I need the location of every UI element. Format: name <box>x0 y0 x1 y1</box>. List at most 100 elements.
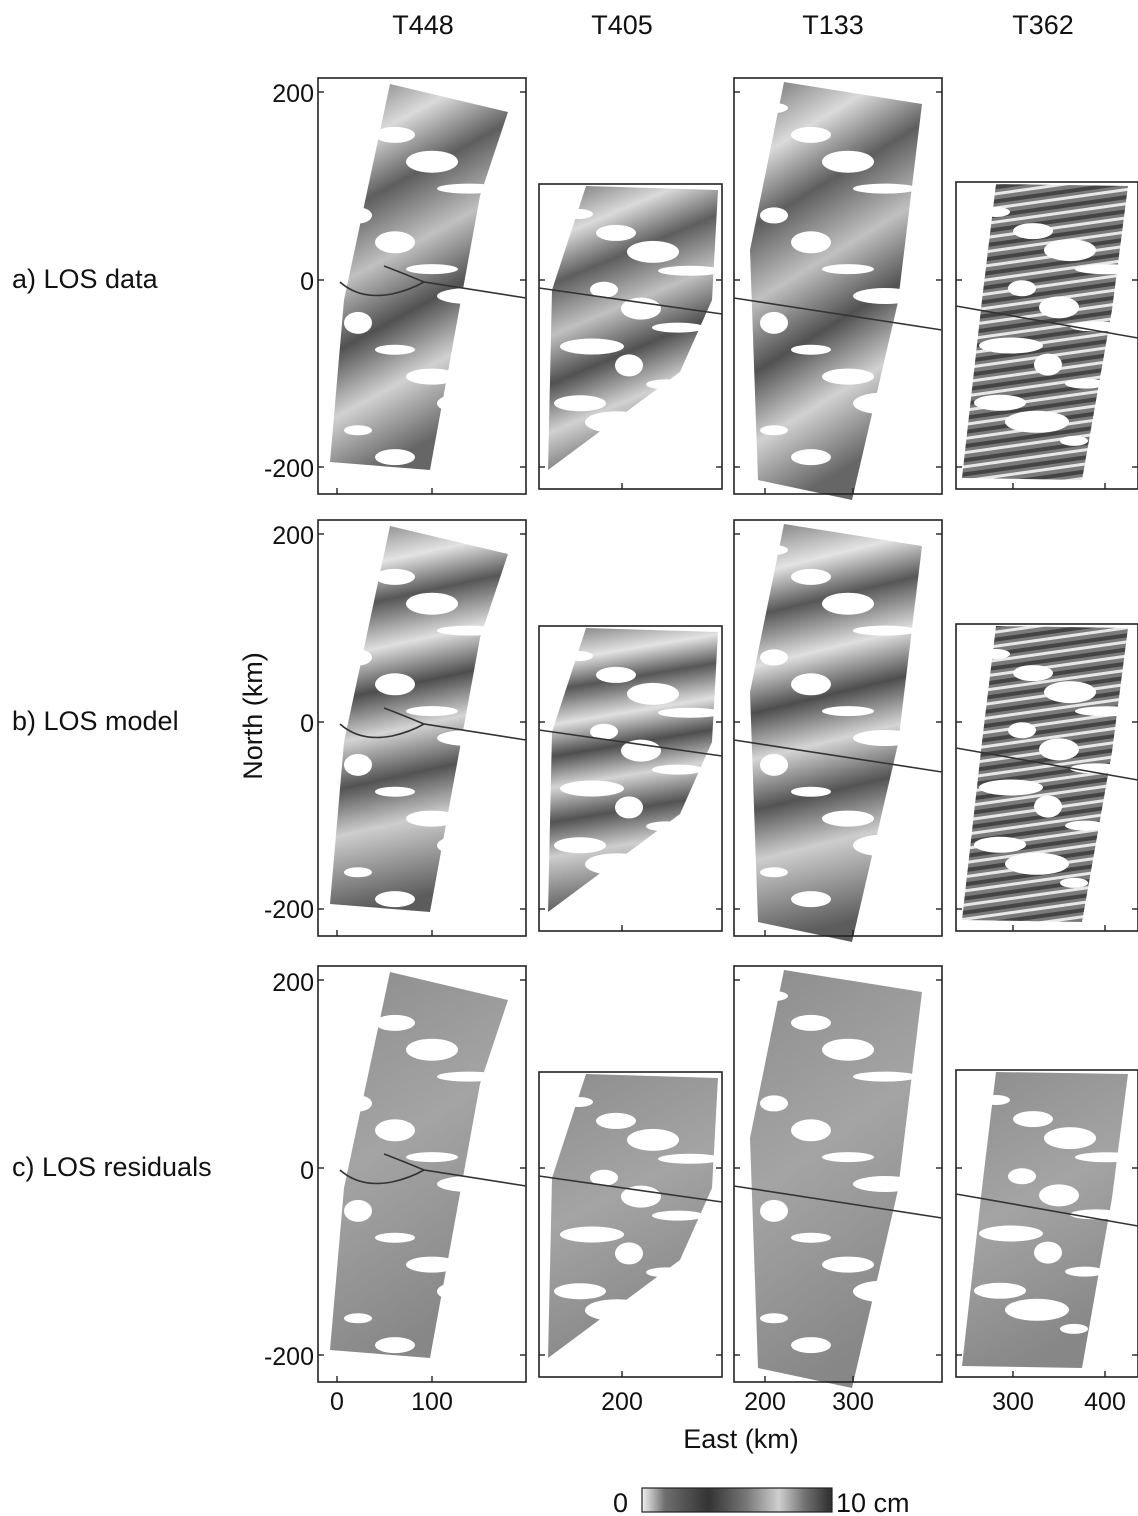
column-header-t362: T362 <box>1012 10 1074 40</box>
data-gap <box>760 207 788 224</box>
panel-frame <box>538 1071 723 1378</box>
data-gap <box>406 150 458 173</box>
data-gap <box>646 1267 686 1278</box>
data-gap <box>822 592 874 615</box>
data-gap <box>853 392 917 415</box>
data-gap <box>1044 239 1096 262</box>
data-gap <box>596 1112 636 1129</box>
data-gap <box>1044 681 1096 704</box>
data-gap <box>1013 1111 1053 1128</box>
data-gap <box>979 337 1043 354</box>
panel-model-t362 <box>955 623 1138 932</box>
x-tick-label-t362-400: 400 <box>1084 1388 1126 1416</box>
data-gap <box>615 354 643 377</box>
data-gap <box>437 625 501 636</box>
row-label-los-residuals: c) LOS residuals <box>12 1152 212 1182</box>
insar-swath <box>330 972 508 1358</box>
y-tick-label-row1-neg200: -200 <box>264 455 314 483</box>
fault-trace <box>733 739 943 773</box>
data-gap <box>560 1226 624 1243</box>
data-gap <box>1008 722 1036 739</box>
panel-frame <box>955 623 1138 932</box>
data-gap <box>344 1199 372 1222</box>
data-gap <box>615 796 643 819</box>
data-gap <box>979 779 1043 796</box>
data-gap <box>1008 1168 1036 1185</box>
data-gap <box>652 322 704 333</box>
data-gap <box>1005 410 1069 433</box>
fault-trace <box>383 265 425 283</box>
data-gap <box>406 592 458 615</box>
data-gap <box>1060 877 1088 888</box>
data-gap <box>375 449 415 466</box>
panel-residuals-t362 <box>955 1069 1138 1378</box>
data-gap <box>437 392 501 415</box>
data-gap <box>554 837 606 854</box>
y-tick-label-row3-neg200: -200 <box>264 1343 314 1371</box>
data-gap <box>585 1299 649 1322</box>
data-gap <box>437 1071 501 1082</box>
data-gap <box>585 411 649 434</box>
data-gap <box>585 853 649 876</box>
data-gap <box>974 1282 1026 1299</box>
panel-frame <box>733 77 943 495</box>
data-gap <box>853 1280 917 1303</box>
data-gap <box>822 368 874 385</box>
data-gap <box>590 1169 618 1186</box>
data-gap <box>1075 706 1138 717</box>
x-tick-label-t448-100: 100 <box>411 1388 453 1416</box>
fault-trace <box>339 1169 527 1187</box>
data-gap <box>982 649 1010 659</box>
y-axis-label: North (km) <box>238 652 268 780</box>
data-gap <box>406 264 458 275</box>
data-gap <box>344 991 372 1001</box>
panel-model-t133 <box>733 519 943 942</box>
y-tick-label-row2-200: 200 <box>272 522 314 550</box>
fault-trace <box>733 297 943 331</box>
data-gap <box>791 673 831 696</box>
data-gap <box>375 126 415 143</box>
data-gap <box>982 207 1010 217</box>
data-gap <box>375 1119 415 1142</box>
data-gap <box>1039 296 1079 319</box>
data-gap <box>1013 665 1053 682</box>
data-gap <box>375 1232 415 1243</box>
x-tick-labels: 0 100 200 200 300 300 400 <box>330 1388 1126 1416</box>
data-gap <box>1039 1184 1079 1207</box>
x-axis-label: East (km) <box>683 1424 799 1454</box>
data-gap <box>760 311 788 334</box>
data-gap <box>375 786 415 797</box>
colorbar-max-label: 10 cm <box>836 1488 910 1516</box>
row-label-los-data: a) LOS data <box>12 264 159 294</box>
data-gap <box>344 207 372 224</box>
data-gap <box>406 1038 458 1061</box>
data-gap <box>615 1242 643 1265</box>
colorbar-min-label: 0 <box>613 1488 628 1516</box>
data-gap <box>437 834 501 857</box>
data-gap <box>791 126 831 143</box>
data-gap <box>760 1199 788 1222</box>
panel-frame <box>538 183 723 490</box>
data-gap <box>974 394 1026 411</box>
fault-trace <box>383 1153 425 1171</box>
data-gap <box>1060 1323 1088 1334</box>
data-gap <box>646 821 686 832</box>
panel-frame <box>317 519 527 937</box>
x-tick-label-t405-200: 200 <box>601 1388 643 1416</box>
panel-data-t362 <box>955 181 1138 490</box>
data-gap <box>344 867 372 878</box>
data-gap <box>344 753 372 776</box>
data-gap <box>560 338 624 355</box>
data-gap <box>853 834 917 857</box>
data-gap <box>344 103 372 113</box>
data-gap <box>646 379 686 390</box>
panel-frame <box>317 77 527 495</box>
column-header-t133: T133 <box>802 10 864 40</box>
panel-frame <box>538 625 723 932</box>
data-gap <box>1013 223 1053 240</box>
data-gap <box>791 1337 831 1354</box>
data-gap <box>1091 451 1131 468</box>
data-gap <box>437 1176 501 1192</box>
data-gap <box>652 1210 704 1221</box>
data-gap <box>1034 795 1062 818</box>
